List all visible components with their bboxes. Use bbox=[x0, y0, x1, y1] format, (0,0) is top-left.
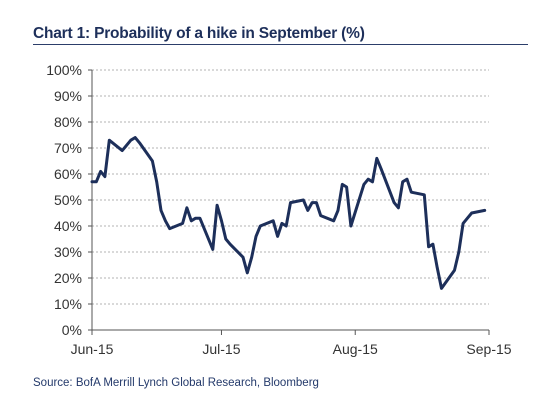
data-point bbox=[441, 287, 442, 289]
series-line bbox=[90, 136, 487, 290]
data-point bbox=[246, 272, 248, 274]
data-point bbox=[186, 207, 188, 209]
y-tick-labels: 0% 10% 20% 30% 40% 50% 60% 70% 80% 90% 100% bbox=[46, 62, 92, 338]
data-point bbox=[164, 220, 166, 222]
data-point bbox=[393, 202, 395, 204]
data-point bbox=[130, 139, 132, 141]
y-tick-label: 10% bbox=[54, 296, 82, 312]
x-tick-label: Sep-15 bbox=[466, 341, 511, 357]
y-tick-label: 80% bbox=[54, 114, 82, 130]
data-point bbox=[151, 160, 153, 162]
data-point bbox=[160, 209, 162, 211]
data-point bbox=[380, 168, 382, 170]
data-point bbox=[195, 217, 197, 219]
data-point bbox=[212, 248, 214, 250]
data-point bbox=[290, 202, 291, 204]
data-point bbox=[285, 225, 287, 227]
data-point bbox=[423, 194, 425, 196]
y-tick-label: 20% bbox=[54, 270, 82, 286]
data-point bbox=[341, 183, 343, 185]
data-point bbox=[272, 220, 274, 222]
data-point bbox=[259, 225, 261, 227]
data-point bbox=[337, 209, 339, 211]
y-tick-label: 90% bbox=[54, 88, 82, 104]
y-tick-label: 40% bbox=[54, 218, 82, 234]
data-point bbox=[216, 204, 218, 206]
chart-title: Chart 1: Probability of a hike in Septem… bbox=[33, 25, 365, 42]
data-point bbox=[104, 176, 106, 178]
x-tick-label: Jul-15 bbox=[202, 341, 240, 357]
data-point bbox=[454, 269, 455, 271]
data-point bbox=[281, 222, 283, 224]
x-tick-label: Jun-15 bbox=[71, 341, 114, 357]
source-note: Source: BofA Merrill Lynch Global Resear… bbox=[33, 377, 319, 389]
data-point bbox=[225, 238, 227, 240]
y-tick-label: 50% bbox=[54, 192, 82, 208]
data-point bbox=[199, 217, 201, 219]
data-point bbox=[402, 181, 404, 183]
data-point bbox=[432, 243, 434, 245]
data-point bbox=[311, 202, 313, 204]
x-tick-label: Aug-15 bbox=[333, 341, 378, 357]
data-point bbox=[139, 142, 140, 144]
series-group bbox=[90, 136, 487, 290]
y-tick-label: 0% bbox=[62, 322, 82, 338]
data-point bbox=[315, 202, 317, 204]
data-point bbox=[307, 209, 309, 211]
data-point bbox=[156, 181, 158, 183]
data-point bbox=[466, 217, 468, 219]
data-point bbox=[190, 220, 192, 222]
data-point bbox=[251, 256, 253, 258]
y-tick-label: 30% bbox=[54, 244, 82, 260]
data-point bbox=[134, 137, 136, 139]
data-point bbox=[436, 267, 438, 269]
data-point bbox=[302, 199, 304, 201]
data-point bbox=[372, 181, 373, 183]
data-point bbox=[471, 212, 473, 214]
x-tick-labels: Jun-15 Jul-15 Aug-15 Sep-15 bbox=[71, 330, 512, 357]
data-point bbox=[458, 251, 460, 253]
data-point bbox=[462, 222, 464, 224]
y-tick-label: 70% bbox=[54, 140, 82, 156]
data-point bbox=[108, 139, 110, 141]
data-point bbox=[333, 220, 335, 222]
data-point bbox=[229, 243, 231, 245]
data-point bbox=[376, 157, 378, 159]
data-point bbox=[242, 256, 244, 258]
data-point bbox=[428, 246, 430, 248]
y-tick-label: 100% bbox=[46, 62, 82, 78]
data-point bbox=[255, 235, 257, 237]
data-point bbox=[406, 178, 408, 180]
data-point bbox=[91, 181, 93, 183]
data-point bbox=[350, 225, 352, 227]
data-point bbox=[121, 150, 123, 152]
data-point bbox=[397, 207, 399, 209]
data-point bbox=[410, 191, 412, 193]
data-point bbox=[367, 178, 369, 180]
data-point bbox=[346, 186, 348, 188]
data-point bbox=[277, 235, 279, 237]
data-point bbox=[484, 209, 486, 211]
data-point bbox=[320, 215, 322, 217]
data-point bbox=[100, 170, 102, 172]
grid-lines bbox=[92, 69, 489, 305]
data-point bbox=[363, 183, 365, 185]
data-point bbox=[182, 222, 184, 224]
title-divider bbox=[33, 44, 528, 45]
data-point bbox=[169, 228, 171, 230]
data-point bbox=[95, 181, 97, 183]
y-tick-label: 60% bbox=[54, 166, 82, 182]
data-point bbox=[221, 220, 222, 222]
